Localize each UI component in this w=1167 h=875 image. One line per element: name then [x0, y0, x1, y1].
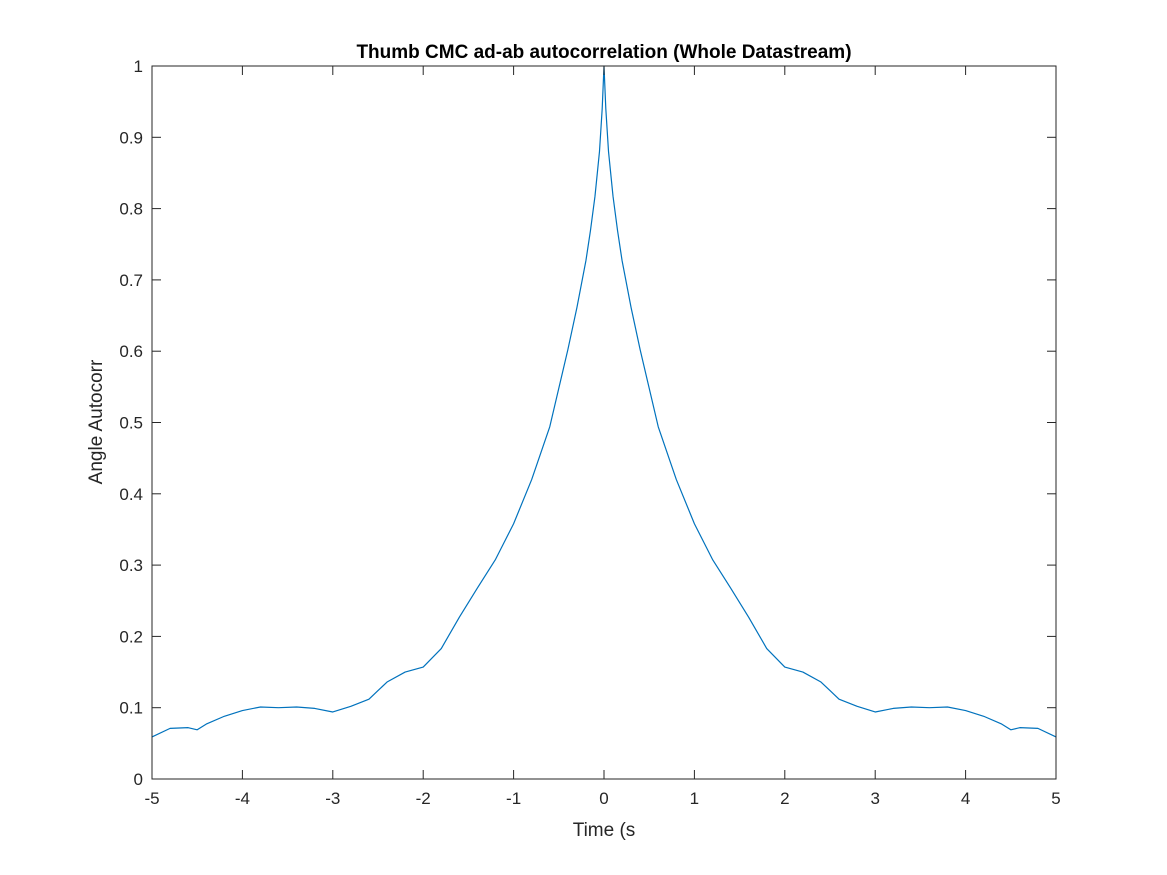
y-tick-label: 1 — [134, 57, 143, 76]
x-tick-label: 0 — [599, 789, 608, 808]
x-tick-label: -5 — [144, 789, 159, 808]
x-tick-label: -3 — [325, 789, 340, 808]
x-tick-label: 2 — [780, 789, 789, 808]
plot-area — [151, 65, 1057, 738]
y-tick-label: 0.4 — [119, 485, 143, 504]
x-tick-label: 4 — [961, 789, 970, 808]
y-tick-label: 0.6 — [119, 342, 143, 361]
axes-frame — [151, 65, 1057, 780]
x-tick-label: 3 — [870, 789, 879, 808]
y-axis-label: Angle Autocorr — [86, 359, 107, 484]
chart-title: Thumb CMC ad-ab autocorrelation (Whole D… — [356, 42, 851, 63]
x-tick-label: 1 — [690, 789, 699, 808]
x-tick-label: -2 — [416, 789, 431, 808]
y-tick-label: 0.5 — [119, 414, 143, 433]
y-tick-label: 0.1 — [119, 699, 143, 718]
y-tick-label: 0 — [134, 770, 143, 789]
y-tick-label: 0.3 — [119, 556, 143, 575]
series-line-0 — [151, 65, 1057, 738]
y-tick-label: 0.7 — [119, 271, 143, 290]
axis-ticks: -5 -4 -3 -2 -1 0 1 2 3 4 5 0 0.1 0.2 0.3 0.4 0.5 0.6 0.7 0.… — [119, 57, 1060, 808]
x-tick-label: -4 — [235, 789, 250, 808]
x-tick-label: 5 — [1051, 789, 1060, 808]
y-tick-label: 0.2 — [119, 627, 143, 646]
x-axis-label: Time (s — [573, 820, 636, 841]
y-tick-label: 0.9 — [119, 128, 143, 147]
x-tick-label: -1 — [506, 789, 521, 808]
y-tick-label: 0.8 — [119, 200, 143, 219]
